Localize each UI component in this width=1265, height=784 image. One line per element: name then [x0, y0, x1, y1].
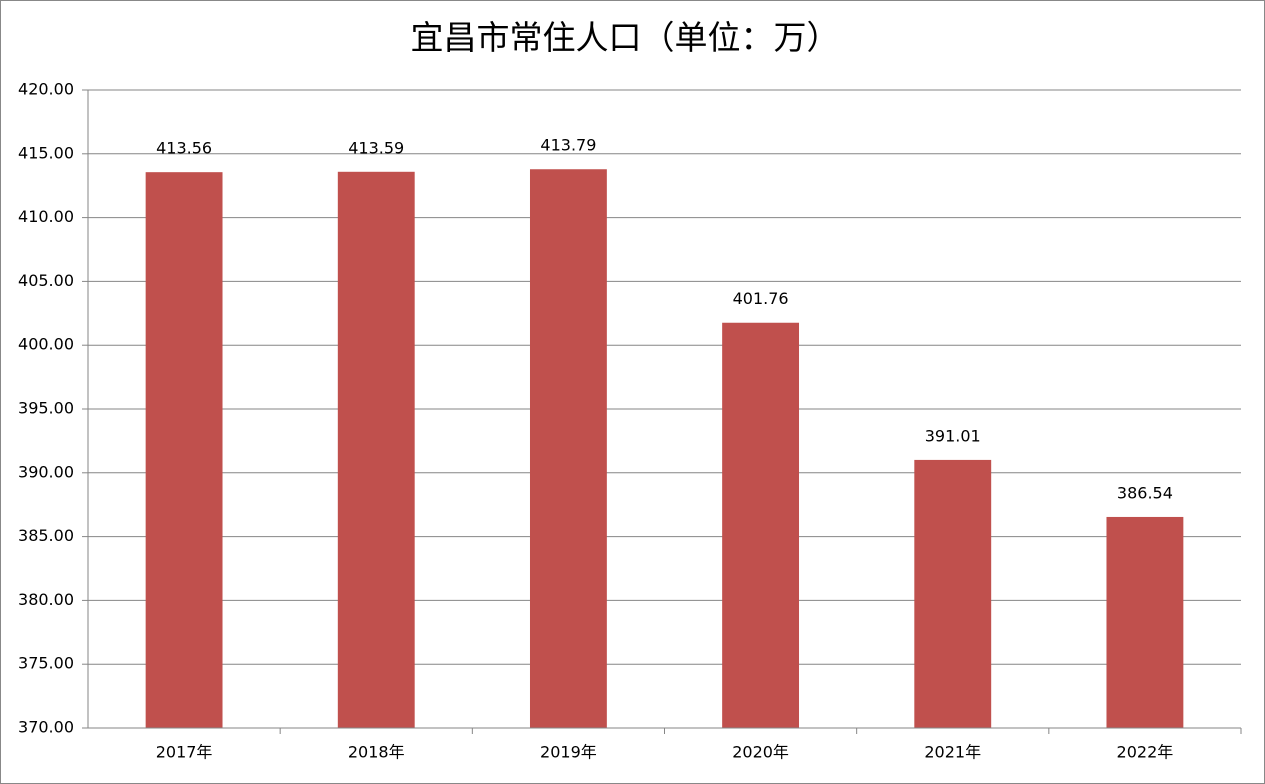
- x-tick-label: 2018年: [348, 743, 405, 762]
- x-tick-label: 2022年: [1117, 743, 1174, 762]
- data-label: 413.79: [540, 136, 596, 155]
- y-tick-label: 390.00: [18, 462, 74, 481]
- y-tick-label: 410.00: [18, 207, 74, 226]
- data-label: 413.59: [348, 138, 404, 157]
- y-tick-label: 420.00: [18, 80, 74, 99]
- y-tick-label: 385.00: [18, 526, 74, 545]
- x-tick-label: 2021年: [924, 743, 981, 762]
- bar: [529, 169, 607, 728]
- x-tick-label: 2017年: [156, 743, 213, 762]
- bar: [722, 322, 800, 728]
- data-label: 391.01: [925, 426, 981, 445]
- y-tick-label: 370.00: [18, 718, 74, 737]
- data-label: 386.54: [1117, 483, 1173, 502]
- y-tick-label: 405.00: [18, 271, 74, 290]
- x-tick-label: 2019年: [540, 743, 597, 762]
- chart-title: 宜昌市常住人口（单位：万）: [411, 18, 840, 57]
- x-tick-label: 2020年: [732, 743, 789, 762]
- y-tick-label: 415.00: [18, 143, 74, 162]
- bar: [914, 459, 992, 728]
- data-label: 401.76: [733, 289, 789, 308]
- y-tick-label: 375.00: [18, 654, 74, 673]
- data-label: 413.56: [156, 139, 212, 158]
- y-tick-label: 400.00: [18, 335, 74, 354]
- bar: [337, 171, 415, 728]
- bar: [1106, 516, 1184, 728]
- y-tick-label: 395.00: [18, 399, 74, 418]
- bar: [145, 172, 223, 729]
- y-tick-label: 380.00: [18, 590, 74, 609]
